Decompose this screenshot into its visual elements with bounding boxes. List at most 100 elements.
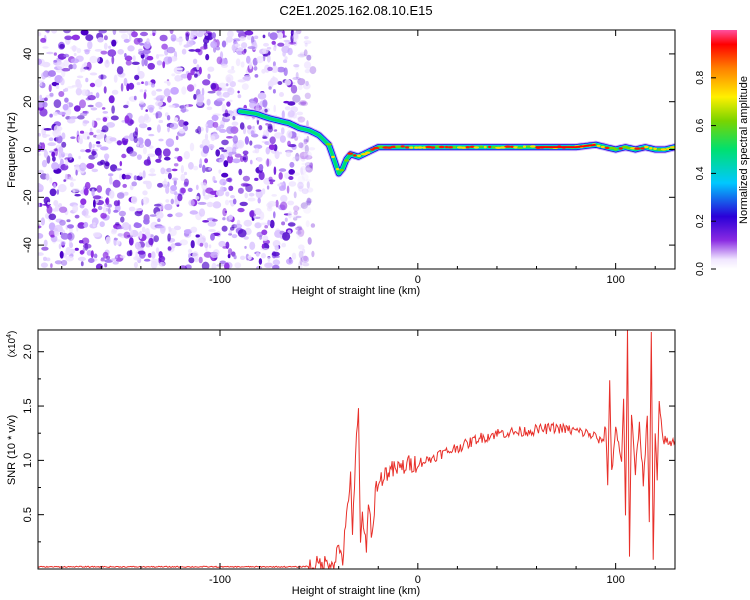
noise-speckle: [158, 251, 163, 258]
noise-speckle: [293, 40, 298, 46]
noise-speckle: [58, 146, 64, 154]
noise-speckle: [219, 178, 227, 186]
noise-speckle: [103, 86, 107, 94]
noise-speckle: [59, 43, 65, 49]
noise-speckle: [43, 256, 47, 261]
noise-speckle: [266, 158, 270, 167]
noise-speckle: [293, 172, 300, 176]
noise-speckle: [166, 46, 176, 54]
noise-speckle: [287, 110, 295, 118]
noise-speckle: [43, 239, 48, 247]
noise-speckle: [49, 92, 54, 97]
ridge-hot-spot: [479, 145, 484, 148]
noise-speckle: [123, 191, 129, 196]
noise-speckle: [61, 259, 68, 266]
noise-speckle: [131, 31, 138, 38]
noise-speckle: [279, 201, 288, 211]
noise-speckle: [108, 173, 114, 177]
noise-speckle: [303, 206, 312, 214]
noise-speckle: [129, 119, 135, 125]
noise-speckle: [147, 252, 152, 258]
noise-speckle: [80, 261, 84, 267]
ridge-hot-spot: [452, 146, 457, 149]
noise-speckle: [271, 194, 278, 197]
noise-speckle: [155, 111, 163, 119]
noise-speckle: [296, 233, 301, 240]
noise-speckle: [287, 222, 296, 227]
noise-speckle: [221, 172, 229, 178]
noise-speckle: [158, 119, 164, 124]
noise-speckle: [226, 177, 232, 182]
noise-speckle: [232, 135, 238, 144]
snr-y-multiplier-base: (x10: [7, 337, 18, 357]
noise-speckle: [152, 262, 160, 266]
noise-speckle: [190, 226, 198, 233]
noise-speckle: [228, 185, 234, 191]
noise-speckle: [232, 146, 237, 154]
noise-speckle: [46, 205, 53, 214]
noise-speckle: [90, 250, 94, 258]
noise-speckle: [149, 33, 153, 36]
noise-speckle: [266, 205, 273, 212]
noise-speckle: [42, 134, 51, 137]
noise-speckle: [38, 32, 42, 37]
noise-speckle: [169, 30, 174, 35]
noise-speckle: [112, 179, 121, 188]
ridge-hot-spot: [596, 144, 601, 148]
ridge-hot-spot: [372, 146, 380, 150]
noise-speckle: [269, 219, 275, 229]
noise-speckle: [73, 105, 81, 112]
noise-speckle: [91, 188, 95, 197]
noise-speckle: [246, 55, 251, 64]
noise-speckle: [113, 209, 119, 213]
colorbar-gradient: [711, 30, 737, 269]
noise-speckle: [202, 145, 210, 154]
noise-speckle: [259, 222, 268, 226]
noise-speckle: [228, 214, 233, 220]
noise-speckle: [135, 251, 138, 260]
noise-speckle: [91, 119, 95, 127]
noise-speckle: [158, 151, 162, 160]
noise-speckle: [139, 42, 145, 46]
noise-speckle: [102, 206, 107, 214]
noise-speckle: [305, 80, 309, 87]
noise-speckle: [148, 237, 154, 246]
noise-speckle: [254, 147, 260, 154]
noise-speckle: [286, 185, 290, 194]
noise-speckle: [240, 182, 250, 187]
noise-speckle: [138, 115, 146, 125]
noise-speckle: [227, 254, 231, 259]
noise-speckle: [231, 65, 235, 71]
noise-speckle: [267, 125, 273, 133]
noise-speckle: [163, 80, 170, 84]
noise-speckle: [207, 221, 217, 227]
noise-speckle: [48, 137, 54, 142]
noise-speckle: [79, 130, 85, 134]
noise-speckle: [117, 49, 124, 55]
colorbar-label: Normalized spectral amplitude: [738, 76, 750, 224]
noise-speckle: [294, 65, 300, 71]
ridge-hot-spot: [422, 146, 427, 149]
noise-speckle: [283, 59, 288, 63]
ridge-hot-spot: [653, 147, 657, 150]
ridge-hot-spot: [473, 146, 480, 149]
ridge-hot-spot: [608, 146, 616, 150]
noise-speckle: [225, 191, 230, 197]
noise-speckle: [247, 125, 252, 130]
noise-speckle: [63, 179, 66, 182]
noise-speckle: [232, 158, 241, 164]
noise-speckle: [143, 258, 151, 262]
noise-speckle: [255, 252, 260, 257]
noise-speckle: [221, 139, 229, 146]
ridge-hot-spot: [425, 145, 432, 149]
noise-speckle: [38, 132, 41, 137]
noise-speckle: [284, 79, 292, 86]
noise-speckle: [127, 45, 135, 52]
noise-speckle: [60, 232, 70, 240]
noise-speckle: [206, 119, 215, 129]
noise-speckle: [233, 255, 237, 260]
noise-speckle: [285, 40, 291, 48]
noise-speckle: [40, 217, 46, 226]
ridge-hot-spot: [618, 147, 623, 150]
noise-speckle: [171, 177, 179, 181]
